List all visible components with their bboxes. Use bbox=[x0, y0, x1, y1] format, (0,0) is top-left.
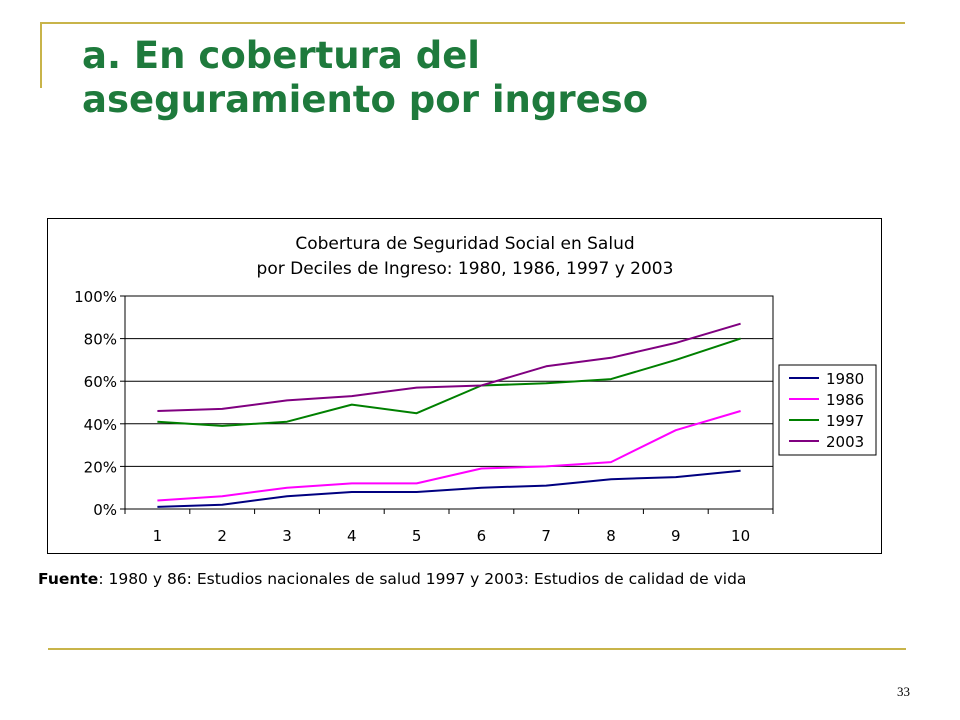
source-note: Fuente: 1980 y 86: Estudios nacionales d… bbox=[38, 570, 918, 588]
x-tick-label: 3 bbox=[282, 527, 292, 545]
chart-title-line-1: Cobertura de Seguridad Social en Salud bbox=[295, 234, 634, 254]
slide-frame-top-line bbox=[40, 22, 905, 24]
series-line-1997 bbox=[157, 337, 741, 427]
series-line-2003 bbox=[157, 322, 741, 412]
legend-label-2003: 2003 bbox=[826, 433, 864, 451]
page-number: 33 bbox=[897, 684, 910, 699]
legend-label-1980: 1980 bbox=[826, 370, 864, 388]
x-tick-label: 5 bbox=[412, 527, 422, 545]
line-chart: Cobertura de Seguridad Social en Salud p… bbox=[74, 234, 877, 545]
slide-frame-bottom-line bbox=[48, 648, 906, 650]
legend-label-1997: 1997 bbox=[826, 412, 864, 430]
x-tick-label: 6 bbox=[477, 527, 487, 545]
y-tick-label: 0% bbox=[93, 501, 117, 519]
slide-title-line-1: a. En cobertura del bbox=[82, 34, 480, 77]
chart-legend: 1980 1986 1997 2003 bbox=[778, 364, 877, 456]
series-line-1980 bbox=[157, 469, 741, 508]
plot-area: 0% 20% 40% 60% 80% 100% 1 2 3 4 5 6 7 8 9 10 bbox=[74, 288, 774, 545]
x-tick-label: 10 bbox=[731, 527, 750, 545]
x-tick-label: 7 bbox=[541, 527, 551, 545]
x-tick-label: 1 bbox=[153, 527, 163, 545]
chart-container: Cobertura de Seguridad Social en Salud p… bbox=[47, 218, 882, 554]
y-tick-label: 80% bbox=[84, 331, 117, 349]
legend-label-1986: 1986 bbox=[826, 391, 864, 409]
series-line-1986 bbox=[157, 410, 741, 502]
y-tick-label: 40% bbox=[84, 416, 117, 434]
y-tick-label: 100% bbox=[74, 288, 117, 306]
y-tick-label: 60% bbox=[84, 373, 117, 391]
slide-title: a. En cobertura del aseguramiento por in… bbox=[82, 34, 902, 122]
x-tick-label: 2 bbox=[217, 527, 227, 545]
source-text: : 1980 y 86: Estudios nacionales de salu… bbox=[98, 570, 747, 588]
source-label: Fuente bbox=[38, 570, 99, 588]
x-tick-label: 4 bbox=[347, 527, 357, 545]
x-tick-label: 9 bbox=[671, 527, 681, 545]
y-tick-label: 20% bbox=[84, 458, 117, 476]
chart-title-line-2: por Deciles de Ingreso: 1980, 1986, 1997… bbox=[257, 259, 674, 279]
slide-title-line-2: aseguramiento por ingreso bbox=[82, 78, 649, 121]
x-tick-label: 8 bbox=[606, 527, 616, 545]
slide-frame-left-line bbox=[40, 22, 42, 88]
